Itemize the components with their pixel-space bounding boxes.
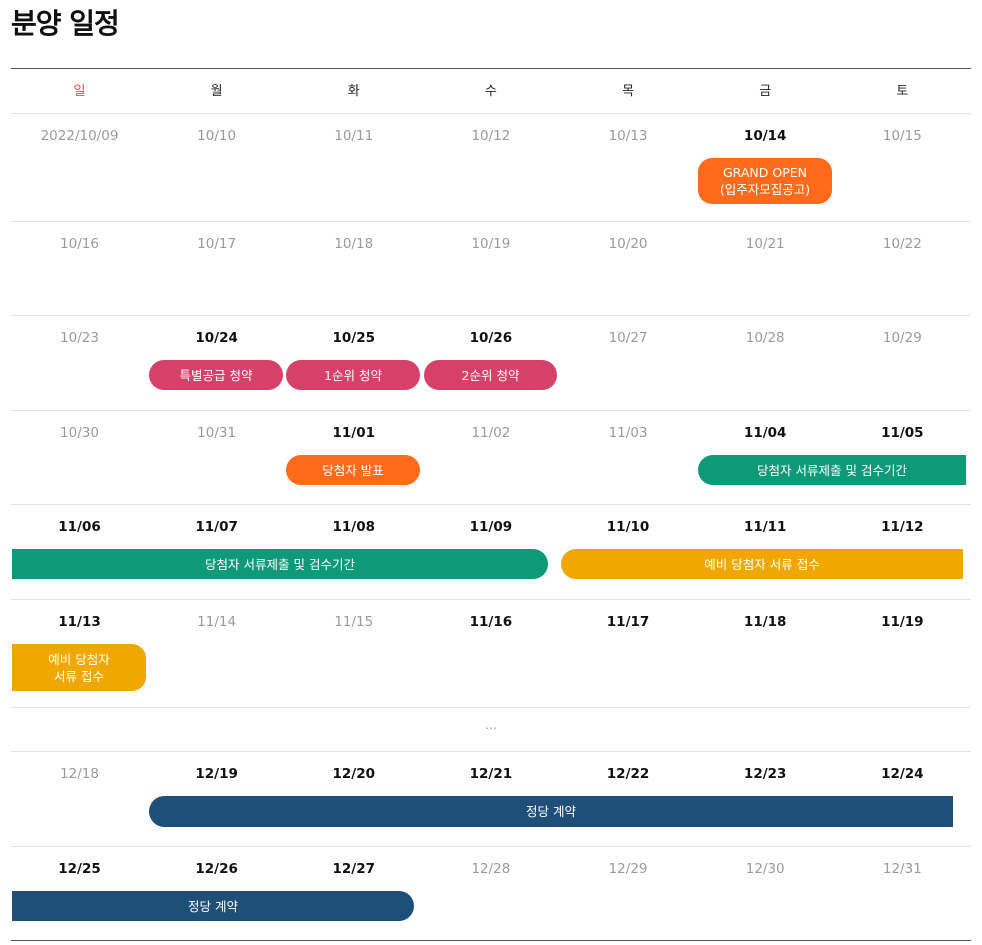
date-cell[interactable]: 11/13 (58, 614, 101, 630)
date-cell[interactable]: 10/14 (743, 128, 787, 144)
date-cell: 11/02 (471, 425, 511, 441)
row-divider (11, 504, 971, 505)
row-divider (11, 221, 971, 222)
schedule-event-bar[interactable]: 당첨자 서류제출 및 검수기간 (12, 549, 548, 579)
date-cell[interactable]: 11/01 (332, 425, 376, 441)
date-cell: 11/03 (608, 425, 648, 441)
date-cell[interactable]: 12/26 (195, 861, 238, 877)
date-cell: 12/29 (608, 861, 648, 877)
date-cell: 10/10 (197, 128, 237, 144)
row-divider (11, 846, 971, 847)
weekday-header: 화 (347, 84, 360, 99)
date-cell[interactable]: 11/10 (606, 519, 650, 535)
date-cell: 10/20 (608, 236, 648, 252)
date-cell: 10/28 (745, 330, 785, 346)
schedule-event-bar[interactable]: 예비 당첨자 서류 접수 (561, 549, 963, 579)
schedule-event-bar[interactable]: 예비 당첨자 서류 접수 (12, 644, 146, 691)
row-divider (11, 707, 971, 708)
date-cell[interactable]: 11/07 (195, 519, 238, 535)
date-cell[interactable]: 12/27 (332, 861, 376, 877)
date-cell[interactable]: 11/19 (881, 614, 924, 630)
schedule-event-bar[interactable]: 특별공급 청약 (149, 360, 283, 390)
date-cell: 10/17 (197, 236, 237, 252)
row-divider (11, 113, 971, 114)
date-cell[interactable]: 11/08 (332, 519, 376, 535)
schedule-event-bar[interactable]: 정당 계약 (149, 796, 953, 827)
date-cell[interactable]: 11/16 (469, 614, 513, 630)
date-cell: 10/11 (334, 128, 374, 144)
date-cell: 10/12 (471, 128, 511, 144)
date-cell: 10/22 (882, 236, 922, 252)
date-cell[interactable]: 10/25 (332, 330, 376, 346)
date-cell[interactable]: 10/24 (195, 330, 238, 346)
date-cell[interactable]: 11/18 (743, 614, 787, 630)
row-divider (11, 315, 971, 316)
date-cell: 10/27 (608, 330, 648, 346)
schedule-event-bar[interactable]: GRAND OPEN (입주자모집공고) (698, 158, 832, 204)
date-cell[interactable]: 11/06 (58, 519, 101, 535)
date-cell[interactable]: 12/22 (606, 766, 650, 782)
weekday-header: 목 (622, 84, 635, 99)
weekday-header: 금 (759, 84, 772, 99)
date-cell: 12/31 (882, 861, 922, 877)
date-cell: 10/16 (60, 236, 99, 252)
date-cell[interactable]: 11/09 (469, 519, 513, 535)
date-cell[interactable]: 12/24 (881, 766, 924, 782)
schedule-event-bar[interactable]: 2순위 청약 (424, 360, 557, 390)
gap-marker: … (485, 718, 497, 732)
row-divider (11, 599, 971, 600)
date-cell: 10/23 (60, 330, 99, 346)
date-cell[interactable]: 10/26 (469, 330, 513, 346)
date-cell: 10/18 (334, 236, 374, 252)
schedule-event-bar[interactable]: 1순위 청약 (286, 360, 420, 390)
date-cell[interactable]: 12/23 (743, 766, 787, 782)
row-divider (11, 751, 971, 752)
date-cell: 11/14 (197, 614, 237, 630)
date-cell: 10/21 (745, 236, 785, 252)
date-cell: 12/28 (471, 861, 511, 877)
schedule-event-bar[interactable]: 정당 계약 (12, 891, 414, 921)
date-cell[interactable]: 12/20 (332, 766, 376, 782)
row-divider (11, 940, 971, 941)
schedule-event-bar[interactable]: 당첨자 발표 (286, 455, 420, 485)
date-cell[interactable]: 11/12 (881, 519, 924, 535)
date-cell: 10/31 (197, 425, 237, 441)
row-divider (11, 410, 971, 411)
date-cell[interactable]: 11/04 (743, 425, 787, 441)
schedule-calendar: 일 월 화 수 목 금 토 2022/10/09 10/10 10/11 10/12 10/13 10/… (11, 0, 971, 945)
date-cell[interactable]: 12/21 (469, 766, 513, 782)
date-cell[interactable]: 12/19 (195, 766, 238, 782)
page-title: 분양 일정 (11, 7, 120, 40)
weekday-header: 일 (73, 84, 86, 99)
weekday-header: 월 (210, 84, 223, 99)
date-cell: 10/15 (882, 128, 922, 144)
date-cell: 11/15 (334, 614, 374, 630)
weekday-header: 토 (896, 84, 909, 99)
date-cell[interactable]: 11/05 (881, 425, 924, 441)
date-cell: 10/13 (608, 128, 648, 144)
date-cell: 10/29 (882, 330, 922, 346)
date-cell: 10/30 (60, 425, 99, 441)
row-divider (11, 68, 971, 69)
date-cell[interactable]: 12/25 (58, 861, 101, 877)
date-cell: 10/19 (471, 236, 511, 252)
schedule-event-bar[interactable]: 당첨자 서류제출 및 검수기간 (698, 455, 966, 485)
date-cell: 12/30 (745, 861, 785, 877)
date-cell: 12/18 (60, 766, 99, 782)
weekday-header: 수 (484, 84, 497, 99)
date-cell[interactable]: 11/11 (743, 519, 787, 535)
date-cell[interactable]: 11/17 (606, 614, 650, 630)
date-cell: 2022/10/09 (40, 128, 119, 144)
